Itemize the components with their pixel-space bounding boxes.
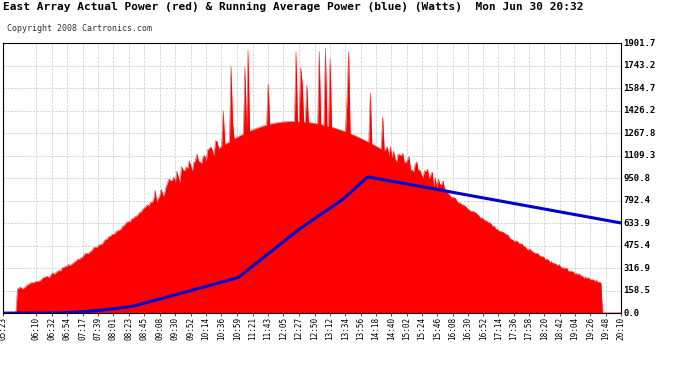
Text: 950.8: 950.8 [623, 174, 650, 183]
Text: 633.9: 633.9 [623, 219, 650, 228]
Text: 0.0: 0.0 [623, 309, 639, 318]
Text: 1584.7: 1584.7 [623, 84, 656, 93]
Text: 1426.2: 1426.2 [623, 106, 656, 115]
Text: 1109.3: 1109.3 [623, 151, 656, 160]
Text: 316.9: 316.9 [623, 264, 650, 273]
Text: Copyright 2008 Cartronics.com: Copyright 2008 Cartronics.com [7, 24, 152, 33]
Text: 475.4: 475.4 [623, 241, 650, 250]
Text: 158.5: 158.5 [623, 286, 650, 295]
Text: 1743.2: 1743.2 [623, 61, 656, 70]
Text: 1267.8: 1267.8 [623, 129, 656, 138]
Text: East Array Actual Power (red) & Running Average Power (blue) (Watts)  Mon Jun 30: East Array Actual Power (red) & Running … [3, 2, 584, 12]
Text: 792.4: 792.4 [623, 196, 650, 205]
Text: 1901.7: 1901.7 [623, 39, 656, 48]
